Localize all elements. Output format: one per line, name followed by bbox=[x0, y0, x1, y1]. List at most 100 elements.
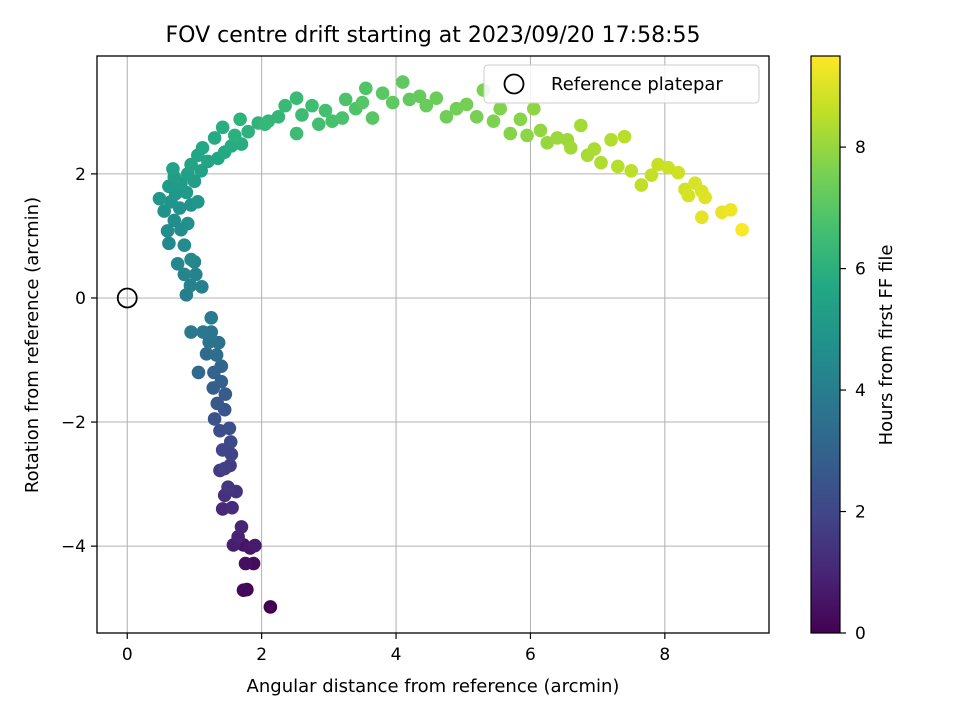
legend-box bbox=[483, 64, 760, 104]
data-point bbox=[209, 348, 224, 362]
y-tick-label: −4 bbox=[61, 537, 86, 557]
data-point bbox=[210, 396, 225, 411]
data-point bbox=[215, 120, 230, 135]
data-point bbox=[278, 98, 292, 113]
data-point bbox=[289, 126, 304, 141]
chart-title: FOV centre drift starting at 2023/09/20 … bbox=[166, 23, 701, 48]
data-point bbox=[311, 117, 326, 132]
data-point bbox=[184, 325, 198, 339]
data-point bbox=[183, 278, 198, 293]
data-point bbox=[503, 126, 518, 141]
legend-marker bbox=[503, 73, 525, 95]
data-point bbox=[624, 163, 639, 178]
data-point bbox=[698, 190, 712, 205]
data-point bbox=[224, 139, 239, 153]
data-point bbox=[177, 267, 192, 282]
data-point bbox=[289, 91, 304, 105]
data-point bbox=[191, 365, 206, 380]
data-point bbox=[167, 213, 182, 228]
data-point bbox=[723, 203, 738, 217]
data-point bbox=[241, 124, 255, 139]
data-point bbox=[191, 195, 205, 209]
data-point bbox=[513, 112, 528, 127]
data-point bbox=[563, 141, 578, 155]
data-point bbox=[486, 114, 501, 128]
colorbar: 0 2 4 6 8 Hours from first FF file bbox=[810, 55, 897, 644]
colorbar-ticks: 0 2 4 6 8 bbox=[840, 138, 866, 644]
data-point bbox=[271, 110, 286, 124]
data-point bbox=[196, 325, 210, 339]
legend: Reference platepar bbox=[483, 64, 760, 104]
x-ticks: 0 2 4 6 8 bbox=[122, 633, 670, 665]
data-point bbox=[177, 238, 192, 253]
data-point bbox=[152, 191, 167, 206]
data-point bbox=[295, 108, 309, 122]
data-point bbox=[459, 97, 474, 112]
data-point bbox=[385, 95, 400, 110]
data-point bbox=[735, 222, 749, 237]
data-point bbox=[234, 520, 249, 534]
data-point bbox=[195, 280, 209, 294]
data-point bbox=[214, 359, 229, 374]
colorbar-label: Hours from first FF file bbox=[876, 245, 897, 446]
legend-entry-label: Reference platepar bbox=[551, 74, 723, 95]
data-point bbox=[162, 236, 176, 251]
data-point bbox=[533, 123, 548, 138]
y-ticks: −4 −2 0 2 bbox=[61, 165, 97, 557]
data-point bbox=[429, 91, 444, 105]
x-tick-label: 0 bbox=[122, 645, 133, 665]
data-point bbox=[214, 374, 229, 389]
data-point bbox=[540, 136, 555, 150]
colorbar-tick-label: 0 bbox=[855, 624, 866, 644]
data-point bbox=[166, 162, 180, 176]
reference-point-marker bbox=[116, 287, 138, 309]
y-tick-label: 2 bbox=[75, 165, 86, 185]
data-point bbox=[188, 267, 203, 282]
data-point bbox=[305, 98, 319, 113]
data-point bbox=[335, 111, 350, 125]
colorbar-tick-label: 6 bbox=[855, 260, 866, 280]
data-point bbox=[233, 112, 247, 127]
data-point bbox=[248, 538, 262, 553]
data-point bbox=[520, 128, 534, 143]
x-tick-label: 4 bbox=[391, 645, 402, 665]
y-tick-label: −2 bbox=[61, 413, 86, 433]
data-point bbox=[375, 86, 390, 101]
data-point bbox=[218, 387, 233, 401]
x-axis-label: Angular distance from reference (arcmin) bbox=[247, 676, 620, 697]
data-point bbox=[604, 132, 618, 147]
data-point bbox=[695, 210, 709, 225]
data-point bbox=[661, 160, 675, 175]
data-point bbox=[258, 117, 272, 132]
colorbar-tick-label: 4 bbox=[855, 381, 866, 401]
points-layer bbox=[152, 75, 749, 614]
data-point bbox=[263, 600, 278, 614]
data-point bbox=[184, 252, 198, 267]
data-point bbox=[587, 142, 602, 156]
data-point bbox=[395, 75, 410, 89]
colorbar-tick-label: 2 bbox=[855, 503, 866, 523]
data-point bbox=[207, 412, 222, 426]
data-point bbox=[195, 141, 210, 155]
grid bbox=[97, 56, 769, 633]
data-point bbox=[170, 257, 185, 271]
x-tick-label: 2 bbox=[256, 645, 267, 665]
data-point bbox=[222, 421, 237, 436]
data-point bbox=[617, 129, 632, 144]
data-point bbox=[439, 110, 454, 124]
data-point bbox=[225, 500, 239, 515]
data-point bbox=[634, 178, 649, 192]
data-point bbox=[671, 165, 686, 180]
x-tick-label: 6 bbox=[525, 645, 536, 665]
data-point bbox=[199, 347, 214, 361]
x-tick-label: 8 bbox=[659, 645, 670, 665]
data-point bbox=[223, 435, 238, 449]
data-point bbox=[318, 103, 333, 118]
data-point bbox=[227, 128, 242, 143]
data-point bbox=[180, 216, 195, 231]
colorbar-gradient bbox=[810, 55, 841, 634]
data-point bbox=[207, 131, 222, 145]
data-point bbox=[644, 168, 659, 182]
data-point bbox=[527, 101, 541, 116]
